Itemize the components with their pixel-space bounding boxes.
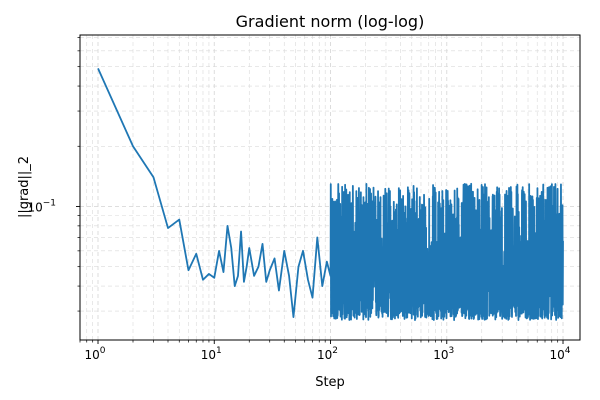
x-tick-label: 103 bbox=[433, 346, 454, 362]
chart-title: Gradient norm (log-log) bbox=[236, 12, 425, 31]
y-tick-label: 10−1 bbox=[27, 198, 56, 214]
plot-frame bbox=[79, 34, 581, 341]
y-axis-ticks: 10−1 bbox=[27, 37, 80, 312]
x-tick-label: 100 bbox=[84, 346, 105, 362]
series-line bbox=[97, 68, 564, 322]
series-layer bbox=[97, 68, 564, 322]
y-axis-label: ||grad||_2 bbox=[17, 156, 32, 218]
x-axis-label: Step bbox=[315, 375, 345, 390]
x-tick-label: 102 bbox=[317, 346, 338, 362]
x-tick-label: 104 bbox=[550, 346, 571, 362]
x-axis-ticks: 100 101 102 103 104 bbox=[79, 340, 571, 362]
x-tick-label: 101 bbox=[201, 346, 222, 362]
